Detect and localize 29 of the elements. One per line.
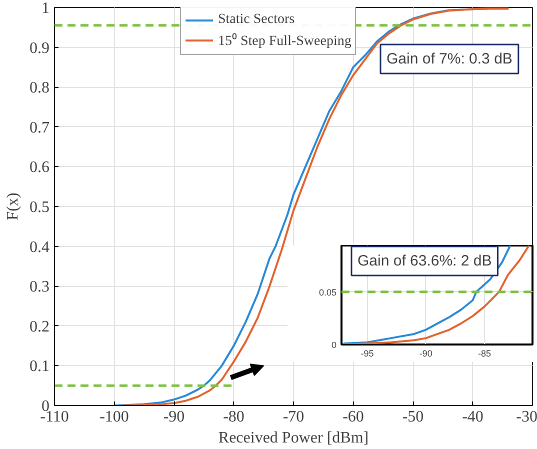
y-tick-label: 0.1 — [30, 358, 50, 376]
legend-label: Static Sectors — [218, 12, 295, 28]
x-tick-label: -90 — [163, 408, 185, 426]
y-tick-label: 0.5 — [30, 199, 50, 216]
legend-label: 15⁰ Step Full-Sweeping — [218, 32, 352, 50]
y-tick-label: 0.7 — [30, 119, 50, 136]
annotation: Gain of 63.6%: 2 dB — [358, 252, 492, 270]
annotation: Gain of 7%: 0.3 dB — [386, 50, 512, 68]
x-tick-label: -40 — [462, 408, 484, 426]
y-tick-label: 0.4 — [30, 238, 50, 256]
y-tick-label: 0.9 — [30, 40, 50, 57]
x-axis-title: Received Power [dBm] — [218, 430, 369, 446]
x-tick-label: -50 — [402, 408, 424, 426]
y-tick-label: 1 — [42, 0, 50, 17]
x-tick-label: -80 — [223, 408, 244, 426]
y-tick-label: 0.8 — [30, 80, 50, 97]
x-tick-label: -60 — [342, 408, 364, 426]
y-tick-label: 0.2 — [30, 318, 50, 336]
x-tick-label: -70 — [282, 408, 304, 426]
x-tick-label: -95 — [360, 348, 374, 358]
x-tick-label: -85 — [478, 348, 491, 358]
y-tick-label: 0.6 — [30, 159, 50, 176]
y-tick-label: 0 — [331, 340, 337, 350]
y-tick-label: 0.3 — [30, 278, 50, 296]
y-axis-title: F(x) — [4, 192, 22, 220]
x-tick-label: -100 — [100, 408, 129, 426]
x-tick-label: -30 — [516, 408, 537, 426]
y-tick-label: 0.05 — [318, 287, 337, 298]
x-tick-label: -90 — [419, 348, 432, 358]
